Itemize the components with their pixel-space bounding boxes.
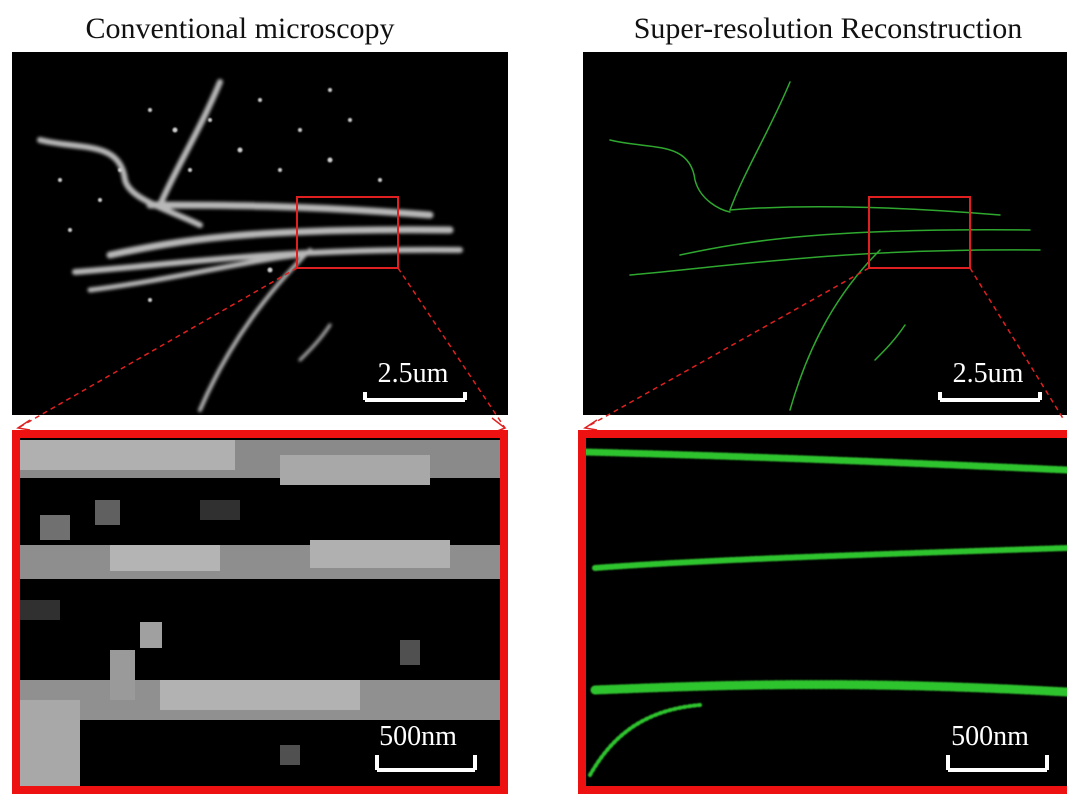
scale-label: 500nm	[379, 721, 457, 752]
conventional-zoom: 500nm	[12, 430, 508, 794]
panel-title: Conventional microscopy	[85, 12, 394, 45]
super-resolution-image: 2.5um	[583, 52, 1067, 415]
scale-label: 500nm	[951, 721, 1029, 752]
scale-label: 2.5um	[378, 358, 449, 389]
conventional-image: 2.5um	[12, 52, 508, 415]
figure: Conventional microscopy Super-resolution…	[0, 0, 1067, 794]
scale-label: 2.5um	[953, 358, 1024, 389]
panel-title: Super-resolution Reconstruction	[634, 12, 1023, 45]
super-resolution-zoom: 500nm	[578, 430, 1067, 794]
